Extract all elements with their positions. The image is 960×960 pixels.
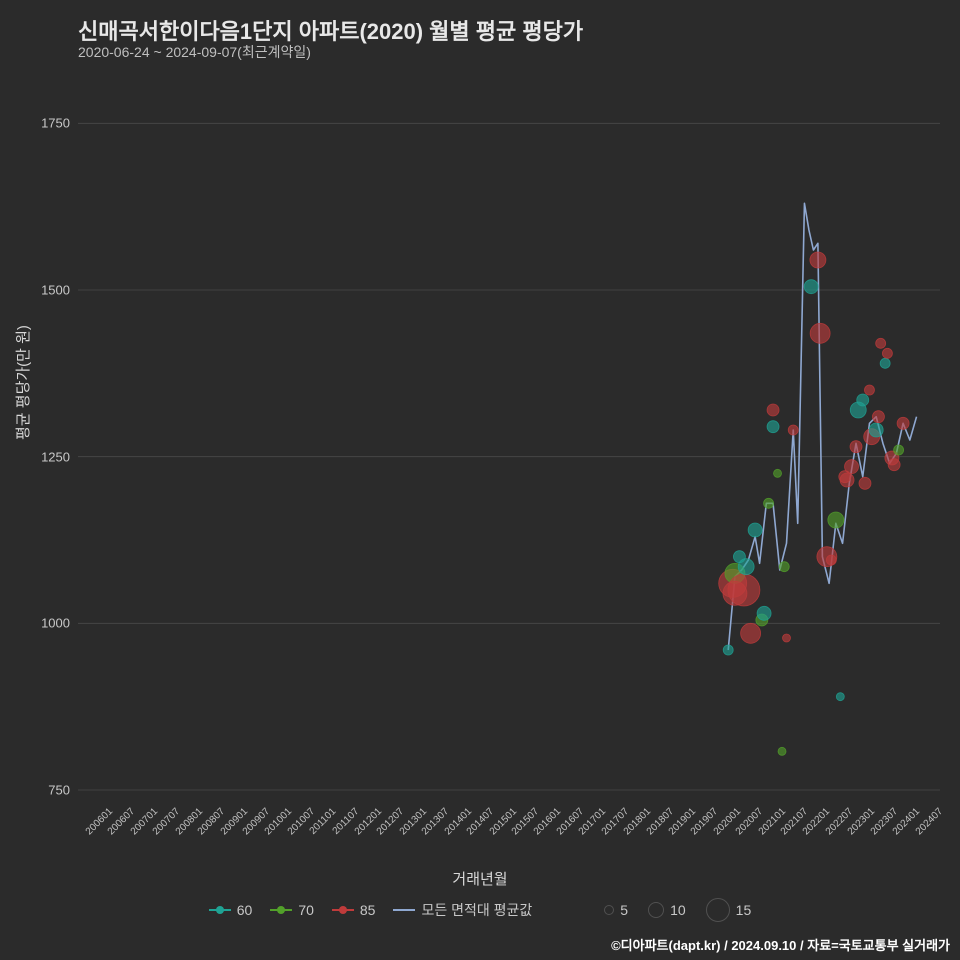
legend-size-label: 10 — [670, 902, 686, 918]
chart-legend: 60 70 85 모든 면적대 평균값 5 10 15 — [0, 898, 960, 922]
legend-item: 85 — [332, 902, 376, 918]
legend-size-label: 15 — [736, 902, 752, 918]
y-tick-label: 1500 — [41, 283, 70, 298]
legend-label: 70 — [298, 902, 314, 918]
legend-label: 60 — [237, 902, 253, 918]
legend-size-label: 5 — [620, 902, 628, 918]
legend-item: 60 — [209, 902, 253, 918]
legend-size-item: 10 — [648, 902, 686, 918]
y-tick-label: 1000 — [41, 616, 70, 631]
y-tick-label: 1250 — [41, 449, 70, 464]
chart-plot-area — [78, 80, 940, 800]
chart-credit: ©디아파트(dapt.kr) / 2024.09.10 / 자료=국토교통부 실… — [611, 935, 950, 954]
legend-size-item: 5 — [604, 902, 628, 918]
chart-subtitle: 2020-06-24 ~ 2024-09-07(최근계약일) — [78, 42, 311, 62]
y-tick-label: 1750 — [41, 116, 70, 131]
legend-item: 모든 면적대 평균값 — [393, 900, 532, 920]
legend-size-item: 15 — [706, 898, 752, 922]
y-axis-label: 평균 평당가(만 원) — [12, 325, 33, 440]
legend-label: 85 — [360, 902, 376, 918]
x-axis-label: 거래년월 — [452, 868, 507, 889]
legend-item: 70 — [270, 902, 314, 918]
legend-label: 모든 면적대 평균값 — [421, 900, 532, 920]
y-tick-label: 750 — [48, 783, 70, 798]
